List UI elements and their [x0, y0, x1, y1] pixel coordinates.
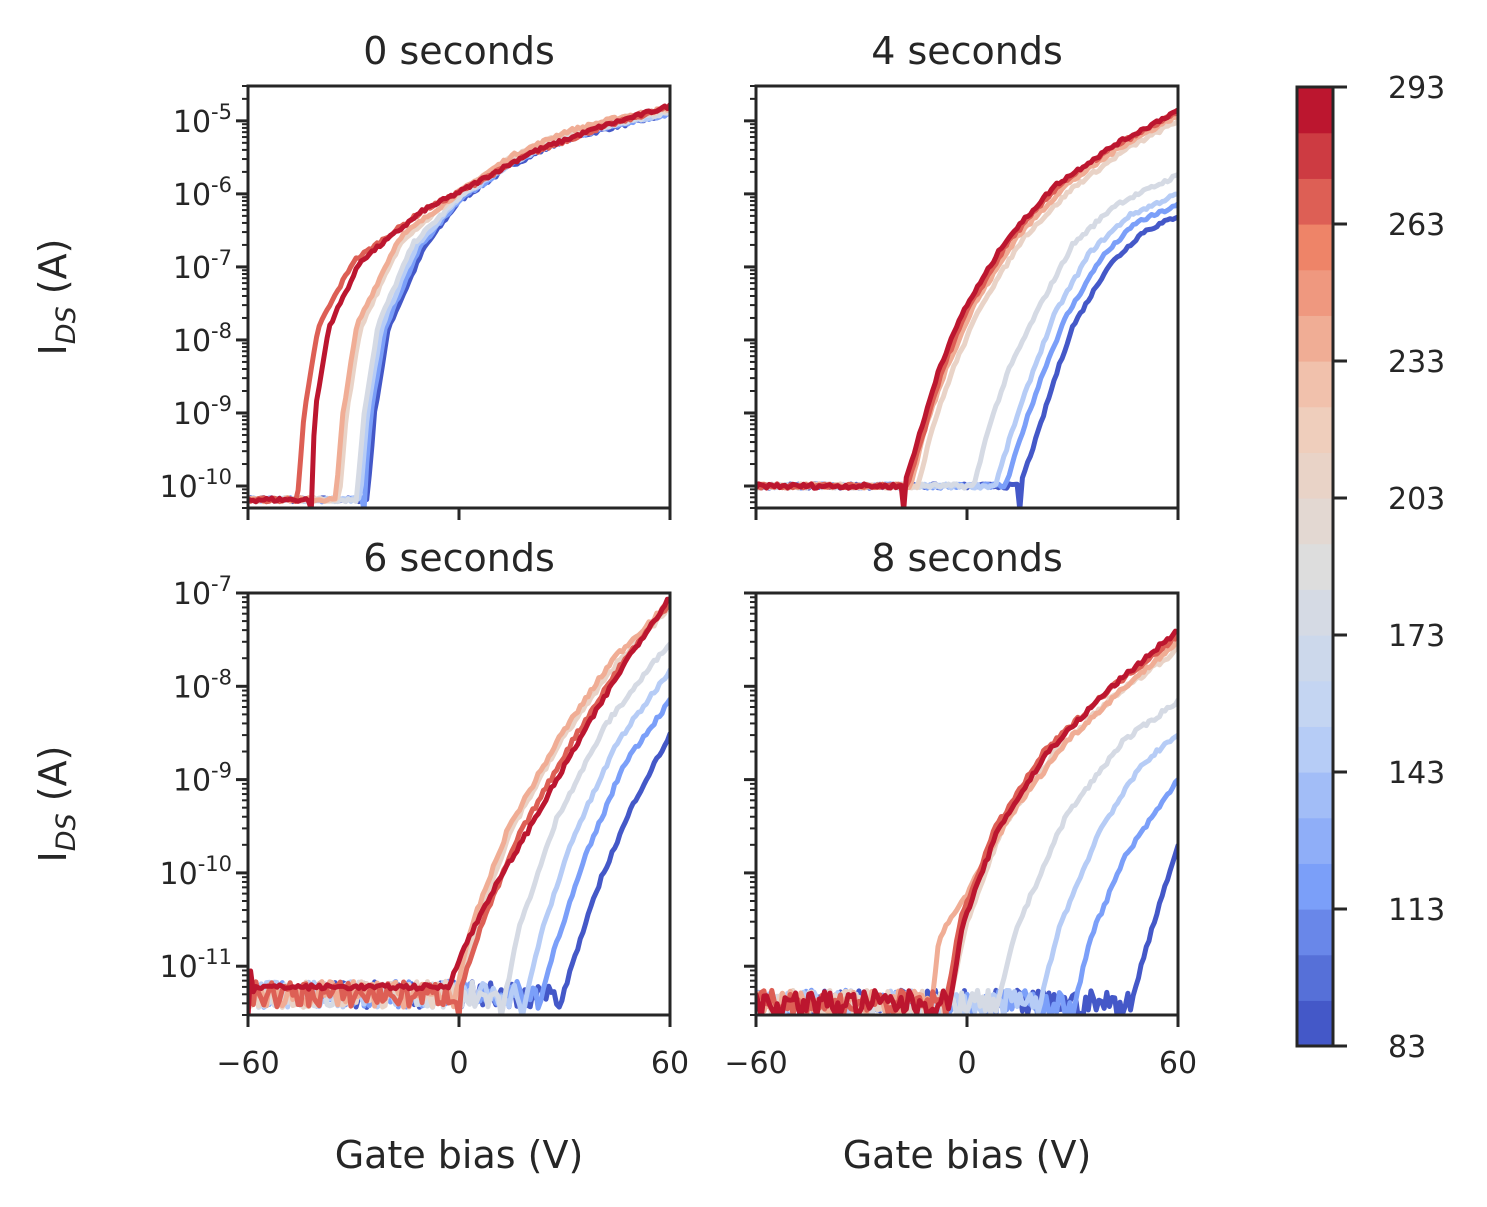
series-layer: [248, 102, 670, 508]
colorbar-band: [1297, 406, 1333, 453]
ticks-layer: −60 0 60 10-11 10-10 10-9 10-8 10-7: [160, 572, 690, 1081]
x-tick-label: 0: [957, 1046, 976, 1081]
panel-8-seconds: 8 seconds −60 0 60: [724, 536, 1197, 1081]
panel-4-seconds: 4 seconds: [744, 29, 1180, 520]
series-line-293: [248, 102, 670, 508]
x-axis-label-right: Gate bias (V): [843, 1133, 1092, 1177]
colorbar-tick-label: 173: [1388, 619, 1445, 654]
series-line-203: [756, 646, 1178, 1015]
colorbar-band: [1297, 1000, 1333, 1047]
ticks-layer: −60 0 60: [724, 591, 1197, 1081]
colorbar-band: [1297, 863, 1333, 910]
colorbar-band: [1297, 132, 1333, 179]
x-axis-label-left: Gate bias (V): [335, 1133, 584, 1177]
panel-title: 8 seconds: [871, 536, 1063, 580]
panel-6-seconds: 6 seconds −60 0 60 10-11 10-10 10-9 10-8 10-7: [160, 536, 690, 1081]
colorbar-ticks: 83 113 143 173 203 233 263 293: [1333, 71, 1445, 1065]
series-line-113: [756, 201, 1178, 491]
x-tick-label: 60: [651, 1046, 689, 1081]
x-tick-label: −60: [724, 1046, 787, 1081]
y-tick-label: 10-9: [173, 392, 232, 432]
colorbar-band: [1297, 178, 1333, 225]
colorbar-band: [1297, 452, 1333, 499]
y-axis-label-top: IDS (A): [31, 239, 82, 356]
axes-frame: [754, 591, 1180, 1017]
colorbar-tick-label: 143: [1388, 756, 1445, 791]
colorbar-band: [1297, 498, 1333, 545]
colorbar-band: [1297, 269, 1333, 316]
colorbar-band: [1297, 954, 1333, 1001]
colorbar-band: [1297, 315, 1333, 362]
series-layer: [756, 628, 1178, 1015]
y-tick-label: 10-9: [173, 759, 232, 799]
panel-title: 4 seconds: [871, 29, 1063, 73]
series-line-293: [756, 628, 1178, 1015]
colorbar-tick-label: 113: [1388, 893, 1445, 928]
y-tick-label: 10-7: [173, 572, 232, 612]
colorbar-band: [1297, 635, 1333, 682]
series-line-83: [756, 214, 1178, 508]
series-line-263: [756, 108, 1178, 491]
colorbar-band: [1297, 543, 1333, 590]
series-line-263: [248, 598, 670, 1015]
x-tick-label: 0: [449, 1046, 468, 1081]
colorbar-band: [1297, 909, 1333, 956]
colorbar: 83 113 143 173 203 233 263 293: [1295, 71, 1445, 1065]
panel-0-seconds: 0 seconds 10-10 10-9 10-8 10-7 10-6 10-5: [160, 29, 672, 520]
series-line-263: [756, 631, 1178, 1015]
y-tick-label: 10-6: [173, 173, 232, 213]
x-tick-label: −60: [216, 1046, 279, 1081]
colorbar-frame: [1295, 85, 1335, 1048]
series-line-293: [756, 107, 1178, 508]
colorbar-band: [1297, 87, 1333, 134]
colorbar-bands: [1297, 87, 1333, 1047]
y-tick-label: 10-10: [160, 852, 233, 892]
colorbar-band: [1297, 589, 1333, 636]
series-line-293: [248, 596, 670, 1015]
colorbar-tick-label: 233: [1388, 345, 1445, 380]
axes-frame: [754, 84, 1180, 510]
colorbar-band: [1297, 680, 1333, 727]
colorbar-band: [1297, 224, 1333, 271]
ticks-layer: 10-10 10-9 10-8 10-7 10-6 10-5: [160, 85, 672, 520]
colorbar-tick-label: 203: [1388, 482, 1445, 517]
axes-frame: [246, 591, 672, 1017]
panel-title: 0 seconds: [363, 29, 555, 73]
series-layer: [248, 596, 670, 1015]
panel-title: 6 seconds: [363, 536, 555, 580]
series-line-173: [756, 697, 1178, 1015]
colorbar-tick-label: 263: [1388, 208, 1445, 243]
y-tick-label: 10-7: [173, 246, 232, 286]
y-tick-label: 10-10: [160, 465, 233, 505]
colorbar-band: [1297, 726, 1333, 773]
y-tick-label: 10-8: [173, 319, 232, 359]
colorbar-band: [1297, 361, 1333, 408]
colorbar-tick-label: 293: [1388, 71, 1445, 106]
colorbar-tick-label: 83: [1388, 1030, 1426, 1065]
colorbar-band: [1297, 817, 1333, 864]
axes-frame: [246, 84, 672, 510]
series-layer: [756, 107, 1178, 508]
y-axis-label-bottom: IDS (A): [31, 746, 82, 863]
y-tick-label: 10-8: [173, 665, 232, 705]
y-tick-label: 10-5: [173, 100, 232, 140]
colorbar-band: [1297, 772, 1333, 819]
series-line-233: [756, 641, 1178, 1015]
x-tick-label: 60: [1159, 1046, 1197, 1081]
y-tick-label: 10-11: [160, 945, 233, 985]
